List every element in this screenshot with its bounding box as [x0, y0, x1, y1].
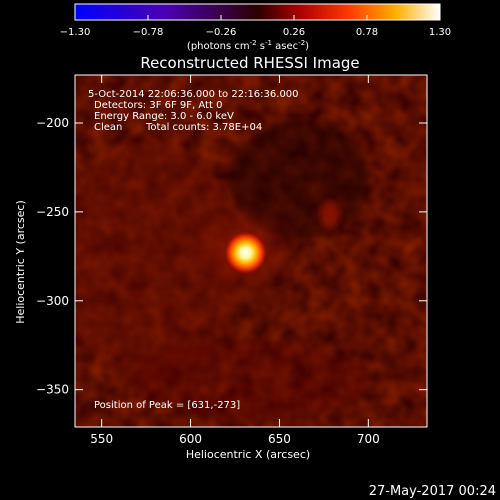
footer-date: 27-May-2017 00:24: [369, 484, 496, 499]
heatmap-image: [75, 75, 427, 427]
y-tick-label: −300: [36, 294, 69, 308]
peak-source: [223, 230, 268, 275]
info-detectors: Detectors: 3F 6F 9F, Att 0: [94, 100, 222, 111]
y-tick-label: −250: [36, 205, 69, 219]
x-axis-label: Heliocentric X (arcsec): [186, 448, 310, 461]
colorbar-tick-label: −0.26: [206, 27, 237, 38]
colorbar-tick-label: 1.30: [429, 27, 451, 38]
y-tick-label: −200: [36, 116, 69, 130]
colorbar-tick-label: −0.78: [133, 27, 164, 38]
x-axis-ticks: 550 600 650 700: [90, 75, 380, 446]
x-tick-label: 600: [179, 432, 202, 446]
info-energy-range: Energy Range: 3.0 - 6.0 keV: [94, 111, 234, 122]
x-tick-label: 700: [357, 432, 380, 446]
colorbar-tick-label: 0.78: [356, 27, 378, 38]
peak-position-label: Position of Peak = [631,-273]: [94, 400, 240, 411]
y-tick-label: −350: [36, 383, 69, 397]
colorbar-unit-label: (photons cm-2 s-1 asec-2): [187, 39, 309, 52]
colorbar: −1.30 −0.78 −0.26 0.26 0.78 1.30 (photons cm-…: [60, 3, 451, 52]
plot-frame: [74, 74, 428, 428]
info-total-counts: Total counts: 3.78E+04: [145, 122, 262, 133]
colorbar-ticks: −1.30 −0.78 −0.26 0.26 0.78 1.30: [60, 15, 451, 38]
x-tick-label: 650: [268, 432, 291, 446]
x-tick-label: 550: [90, 432, 113, 446]
y-axis-ticks: −200 −250 −300 −350: [36, 116, 427, 397]
info-clean: Clean: [94, 122, 122, 133]
info-time-range: 5-Oct-2014 22:06:36.000 to 22:16:36.000: [88, 89, 299, 100]
colorbar-tick-label: −1.30: [60, 27, 91, 38]
colorbar-tick-label: 0.26: [283, 27, 305, 38]
y-axis-label: Heliocentric Y (arcsec): [14, 200, 27, 324]
chart-title: Reconstructed RHESSI Image: [140, 54, 359, 72]
colorbar-gradient: [74, 3, 441, 21]
observation-info: 5-Oct-2014 22:06:36.000 to 22:16:36.000 …: [88, 89, 299, 133]
